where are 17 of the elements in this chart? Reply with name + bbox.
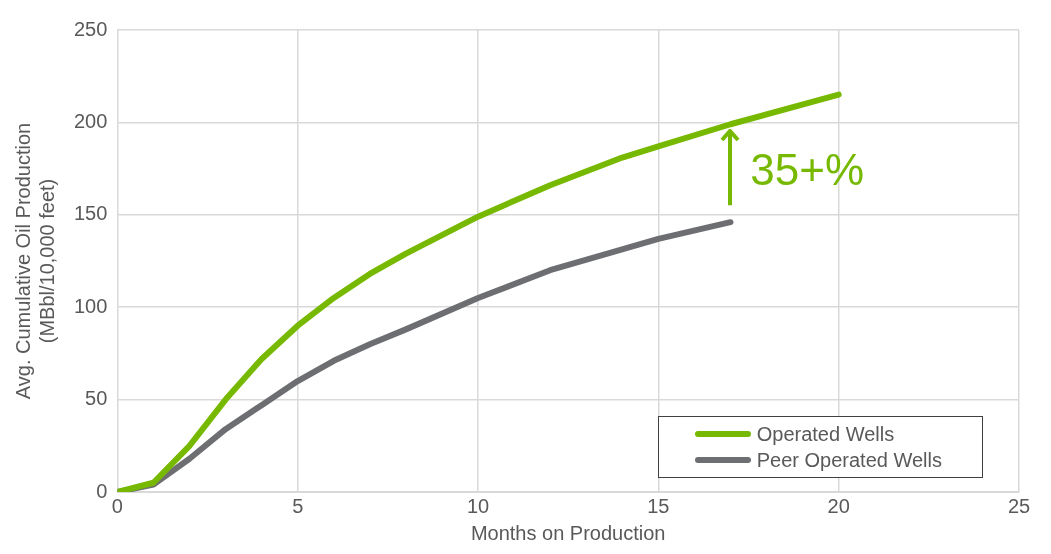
y-tick-label: 200 [73,109,108,132]
legend-label: Operated Wells [756,422,895,447]
y-tick-label: 50 [85,387,108,410]
x-tick-label: 25 [1007,494,1031,517]
y-tick-label: 250 [73,17,108,40]
x-tick-label: 20 [827,494,850,517]
y-axis-title: Avg. Cumulative Oil Production (MBbl/10,000 feet) [11,122,58,400]
x-axis-title: Months on Production [470,521,666,544]
y-tick-label: 150 [73,202,108,225]
annotation: 35+% [750,145,865,195]
x-tick-label: 10 [466,494,490,517]
legend-label: Peer Operated Wells [756,448,942,473]
x-tick-label: 0 [111,494,123,517]
x-tick-label: 5 [292,494,304,517]
x-tick-label: 15 [647,494,670,517]
y-tick-label: 100 [73,294,108,317]
y-tick-label: 0 [96,479,108,502]
